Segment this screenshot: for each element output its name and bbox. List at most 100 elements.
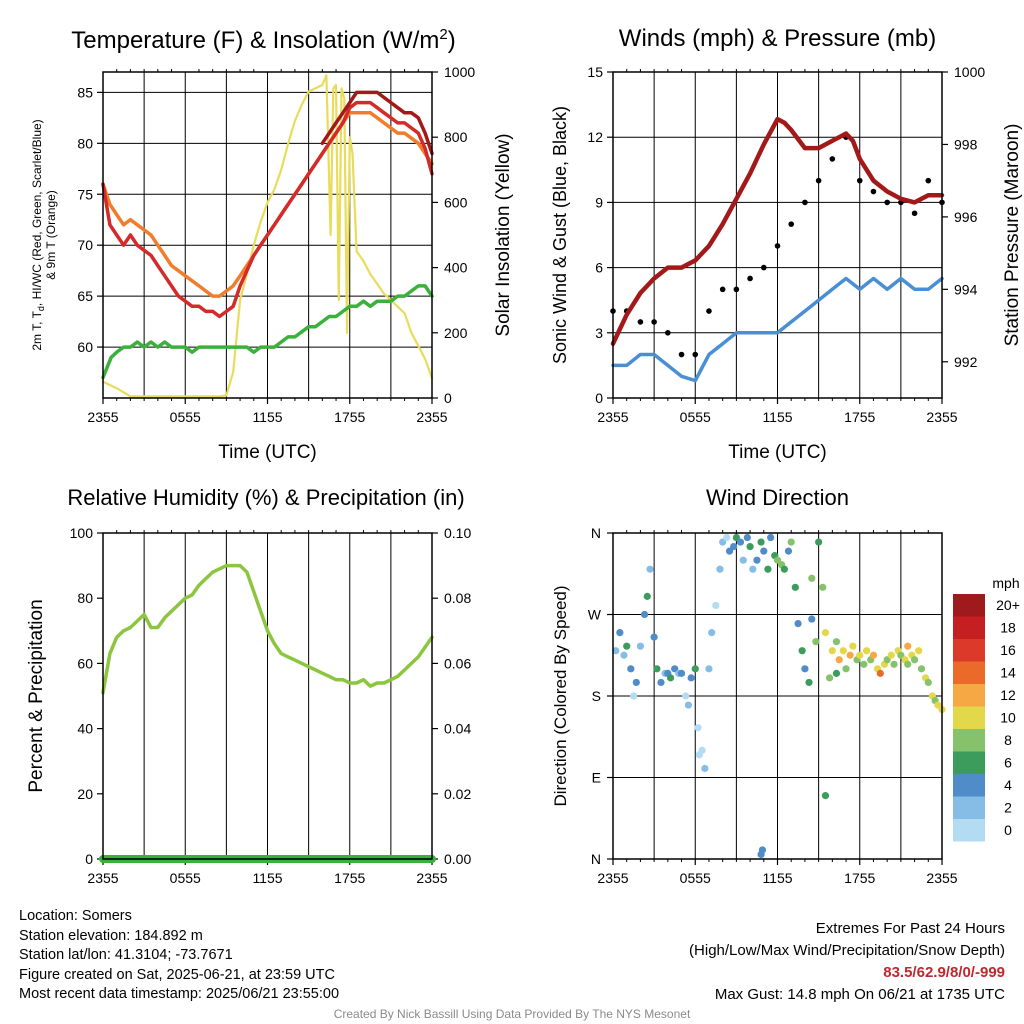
wdir-xtick-label: 0555 bbox=[680, 870, 711, 886]
rh-ytick-label: 0 bbox=[85, 851, 93, 867]
rh-ylabel: Percent & Precipitation bbox=[26, 599, 47, 792]
wind-gust-point bbox=[870, 188, 877, 195]
wind-gust-point bbox=[733, 286, 740, 293]
wind-xtick-label: 1155 bbox=[762, 409, 792, 425]
wdir-point bbox=[684, 701, 692, 709]
wind-ytick-label: 12 bbox=[587, 129, 603, 145]
speed-legend-swatch bbox=[953, 751, 985, 774]
wdir-point bbox=[801, 665, 809, 673]
wind-gust-point bbox=[884, 199, 890, 206]
temp-ytick-label: 75 bbox=[77, 186, 93, 202]
wdir-point bbox=[798, 647, 806, 655]
wdir-point bbox=[653, 665, 661, 673]
max-gust-text: Max Gust: 14.8 mph On 06/21 at 1735 UTC bbox=[714, 986, 1005, 1003]
wdir-point bbox=[863, 647, 871, 655]
wdir-point bbox=[612, 647, 620, 655]
temp-y2tick-label: 1000 bbox=[444, 64, 475, 80]
wdir-point bbox=[821, 792, 830, 800]
wind-sonic-line bbox=[611, 276, 944, 383]
wdir-point bbox=[627, 665, 635, 673]
temp-title-end: ) bbox=[448, 27, 456, 54]
created-text: Figure created on Sat, 2025-06-21, at 23… bbox=[19, 966, 335, 983]
rh-xtick-label: 1755 bbox=[334, 870, 365, 886]
wdir-point bbox=[832, 669, 841, 677]
temp-ytick-label: 65 bbox=[77, 288, 93, 304]
rh-panel: 2355 0555 1155 1755 2355 0 0.00 20 0.02 40 0.04 60 0… bbox=[26, 485, 471, 886]
wdir-point bbox=[767, 533, 775, 542]
wdir-point bbox=[787, 538, 795, 546]
temp-xtick-label: 1755 bbox=[334, 409, 365, 425]
wdir-point bbox=[691, 665, 699, 673]
wind-pressure-line bbox=[610, 116, 945, 346]
speed-legend-swatch bbox=[953, 819, 985, 842]
wind-y2label: Station Pressure (Maroon) bbox=[1002, 124, 1023, 347]
wdir-point bbox=[842, 665, 850, 673]
wdir-point bbox=[860, 660, 868, 668]
wdir-point bbox=[760, 547, 768, 555]
wdir-point bbox=[821, 629, 830, 637]
speed-legend-swatch bbox=[953, 684, 985, 707]
temp-title-main: Temperature (F) & Insolation (W/m bbox=[71, 27, 439, 54]
speed-legend-swatch bbox=[953, 661, 985, 684]
speed-legend-label: 8 bbox=[1004, 732, 1012, 748]
rh-title: Relative Humidity (%) & Precipitation (i… bbox=[67, 485, 464, 510]
wdir-point bbox=[791, 583, 799, 591]
rh-y2tick-label: 0.10 bbox=[444, 525, 471, 541]
speed-legend-swatch bbox=[953, 729, 985, 752]
temp-series-2 bbox=[101, 100, 434, 319]
wdir-xtick-label: 2355 bbox=[926, 870, 957, 886]
temp-ytick-label: 85 bbox=[77, 84, 93, 100]
rh-xtick-label: 2355 bbox=[416, 870, 447, 886]
wdir-point bbox=[890, 660, 898, 668]
wdir-point bbox=[805, 678, 813, 687]
wdir-point bbox=[808, 574, 816, 582]
wind-gust-point bbox=[706, 308, 712, 314]
speed-legend-swatch bbox=[953, 639, 985, 662]
wind-xtick-label: 2355 bbox=[597, 409, 628, 425]
wind-gust-point bbox=[692, 351, 699, 358]
wind-panel: 2355 0555 1155 1755 2355 0 3 6 9 12 15 992 994 996 998… bbox=[550, 25, 1023, 463]
rh-ytick-label: 20 bbox=[77, 786, 93, 802]
temp-xtick-label: 1155 bbox=[252, 409, 282, 425]
rh-ytick-label: 100 bbox=[70, 525, 94, 541]
speed-legend-swatch bbox=[953, 796, 985, 819]
temp-ylabel-line2: & 9m T (Orange) bbox=[44, 190, 58, 280]
wdir-point bbox=[620, 651, 628, 659]
wdir-ytick-label: S bbox=[592, 688, 601, 704]
wdir-point bbox=[904, 642, 912, 650]
wdir-point bbox=[764, 565, 772, 573]
extremes-values: 83.5/62.9/8/0/-999 bbox=[883, 964, 1005, 981]
rh-y2tick-label: 0.08 bbox=[444, 590, 471, 606]
wind-gust-point bbox=[747, 275, 753, 282]
temp-title-sup: 2 bbox=[439, 26, 447, 43]
speed-legend-label: 12 bbox=[1000, 687, 1016, 703]
wdir-point bbox=[839, 647, 847, 655]
wind-y2tick-label: 994 bbox=[954, 281, 978, 297]
speed-legend-label: 16 bbox=[1000, 642, 1016, 658]
wdir-point bbox=[815, 538, 823, 546]
temp-ylabel: 2m T, Td, HI/WC (Red, Green, Scarlet/Blu… bbox=[30, 119, 58, 350]
wdir-point bbox=[736, 538, 745, 546]
wdir-point bbox=[677, 669, 686, 677]
temp-ylabel-part1: 2m T, T bbox=[30, 310, 44, 350]
rh-xtick-label: 1155 bbox=[252, 870, 282, 886]
speed-legend-label: 2 bbox=[1004, 800, 1012, 816]
wdir-point bbox=[694, 724, 702, 732]
wdir-point bbox=[698, 746, 706, 754]
temp-y2tick-label: 200 bbox=[444, 325, 468, 341]
wind-gust-point bbox=[665, 330, 671, 336]
extremes-info: Extremes For Past 24 Hours (High/Low/Max… bbox=[689, 918, 1005, 1006]
wdir-point bbox=[739, 556, 747, 564]
latlon-text: Station lat/lon: 41.3104; -73.7671 bbox=[19, 947, 233, 964]
temp-ylabel-part2: , HI/WC (Red, Green, Scarlet/Blue) bbox=[30, 119, 44, 306]
wdir-point bbox=[794, 619, 802, 628]
wdir-point bbox=[784, 547, 793, 555]
wind-xlabel: Time (UTC) bbox=[728, 442, 827, 463]
rh-y2tick-label: 0.00 bbox=[444, 851, 471, 867]
wind-y2tick-label: 998 bbox=[954, 136, 978, 152]
wind-gust-point bbox=[719, 286, 726, 293]
wind-gust-point bbox=[774, 243, 781, 249]
temp-xtick-label: 2355 bbox=[416, 409, 447, 425]
wdir-point bbox=[657, 678, 665, 687]
